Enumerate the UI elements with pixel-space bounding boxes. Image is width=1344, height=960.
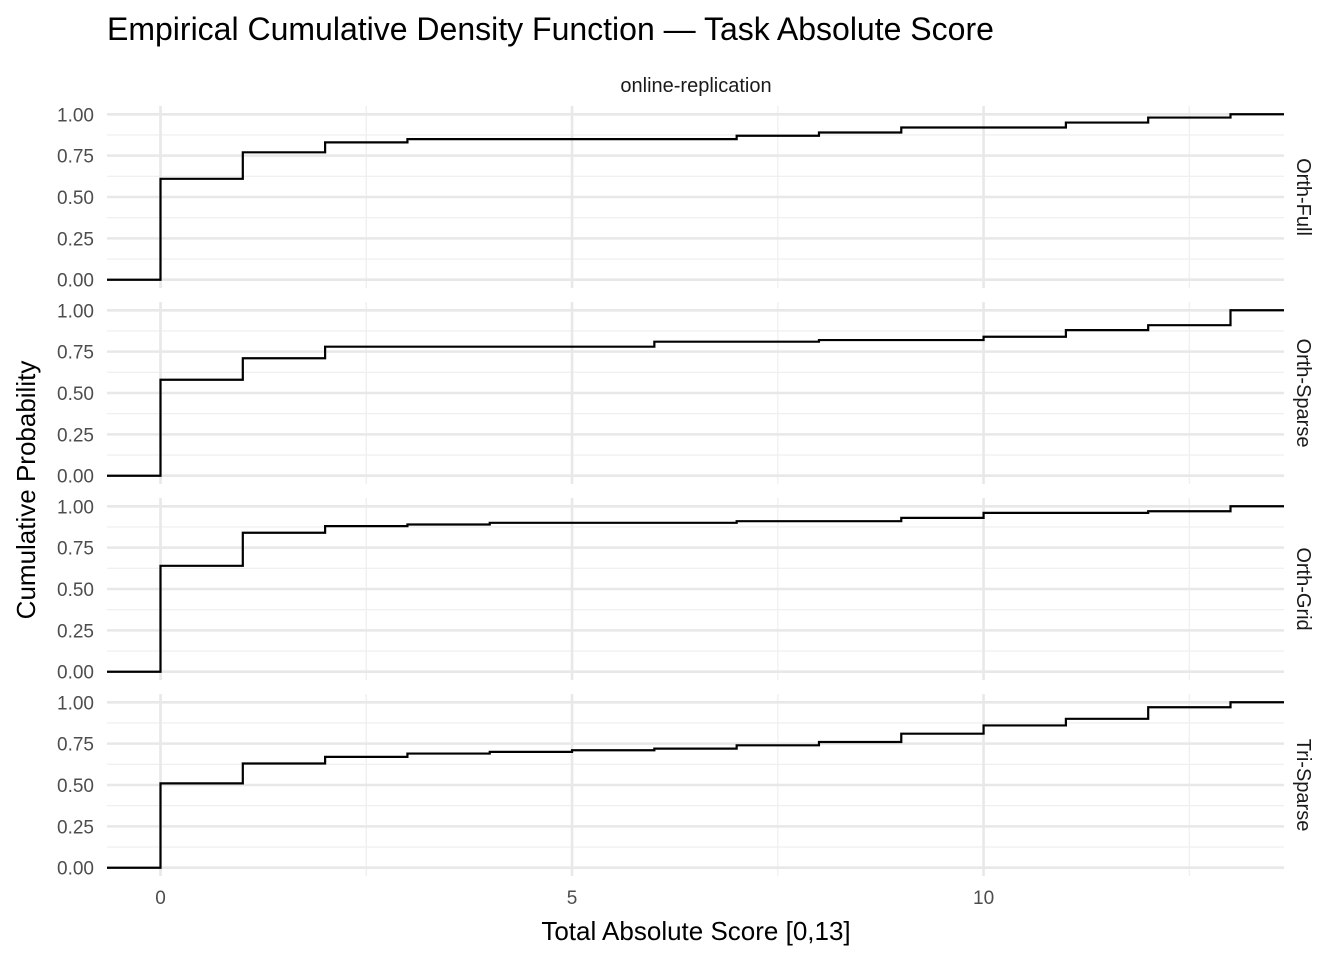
x-tick-label: 0 [155, 888, 166, 909]
y-tick-label: 0.75 [57, 343, 94, 364]
facet-panel: 0.00 0.25 0.50 0.75 1.00 Tri-Sparse [57, 693, 1314, 879]
y-tick-label: 0.75 [57, 539, 94, 560]
facet-panels: 0.00 0.25 0.50 0.75 1.00 Orth-Full 0.00 0.25 0.5… [57, 105, 1314, 879]
ecdf-step-line [107, 505, 1284, 673]
y-tick-label: 1.00 [57, 497, 94, 518]
x-tick-label: 5 [567, 888, 578, 909]
y-tick-label: 0.50 [57, 580, 94, 601]
y-tick-label: 1.00 [57, 105, 94, 126]
y-tick-label: 0.50 [57, 188, 94, 209]
y-tick-label: 0.00 [57, 663, 94, 684]
y-tick-label: 0.25 [57, 425, 94, 446]
y-tick-label: 1.00 [57, 301, 94, 322]
y-tick-label: 0.50 [57, 776, 94, 797]
row-facet-strip: Orth-Grid [1292, 547, 1314, 630]
y-tick-label: 0.00 [57, 271, 94, 292]
ecdf-step-line [107, 113, 1284, 281]
facet-panel: 0.00 0.25 0.50 0.75 1.00 Orth-Grid [57, 497, 1314, 683]
chart-title: Empirical Cumulative Density Function — … [107, 11, 994, 47]
y-tick-label: 1.00 [57, 693, 94, 714]
x-axis-label: Total Absolute Score [0,13] [541, 916, 850, 946]
y-axis-label: Cumulative Probability [11, 361, 41, 620]
column-facet-strip: online-replication [620, 75, 771, 97]
ecdf-step-line [107, 309, 1284, 477]
x-tick-label: 10 [973, 888, 994, 909]
facet-panel: 0.00 0.25 0.50 0.75 1.00 Orth-Sparse [57, 301, 1314, 487]
row-facet-strip: Tri-Sparse [1292, 739, 1314, 832]
y-tick-label: 0.50 [57, 384, 94, 405]
row-facet-strip: Orth-Sparse [1292, 339, 1314, 448]
y-tick-label: 0.00 [57, 859, 94, 880]
ecdf-step-line [107, 701, 1284, 869]
facet-panel: 0.00 0.25 0.50 0.75 1.00 Orth-Full [57, 105, 1314, 291]
y-tick-label: 0.25 [57, 229, 94, 250]
row-facet-strip: Orth-Full [1292, 158, 1314, 236]
y-tick-label: 0.75 [57, 147, 94, 168]
x-axis-ticks: 0 5 10 [155, 888, 994, 909]
y-tick-label: 0.25 [57, 817, 94, 838]
y-tick-label: 0.00 [57, 467, 94, 488]
y-tick-label: 0.25 [57, 621, 94, 642]
y-tick-label: 0.75 [57, 735, 94, 756]
